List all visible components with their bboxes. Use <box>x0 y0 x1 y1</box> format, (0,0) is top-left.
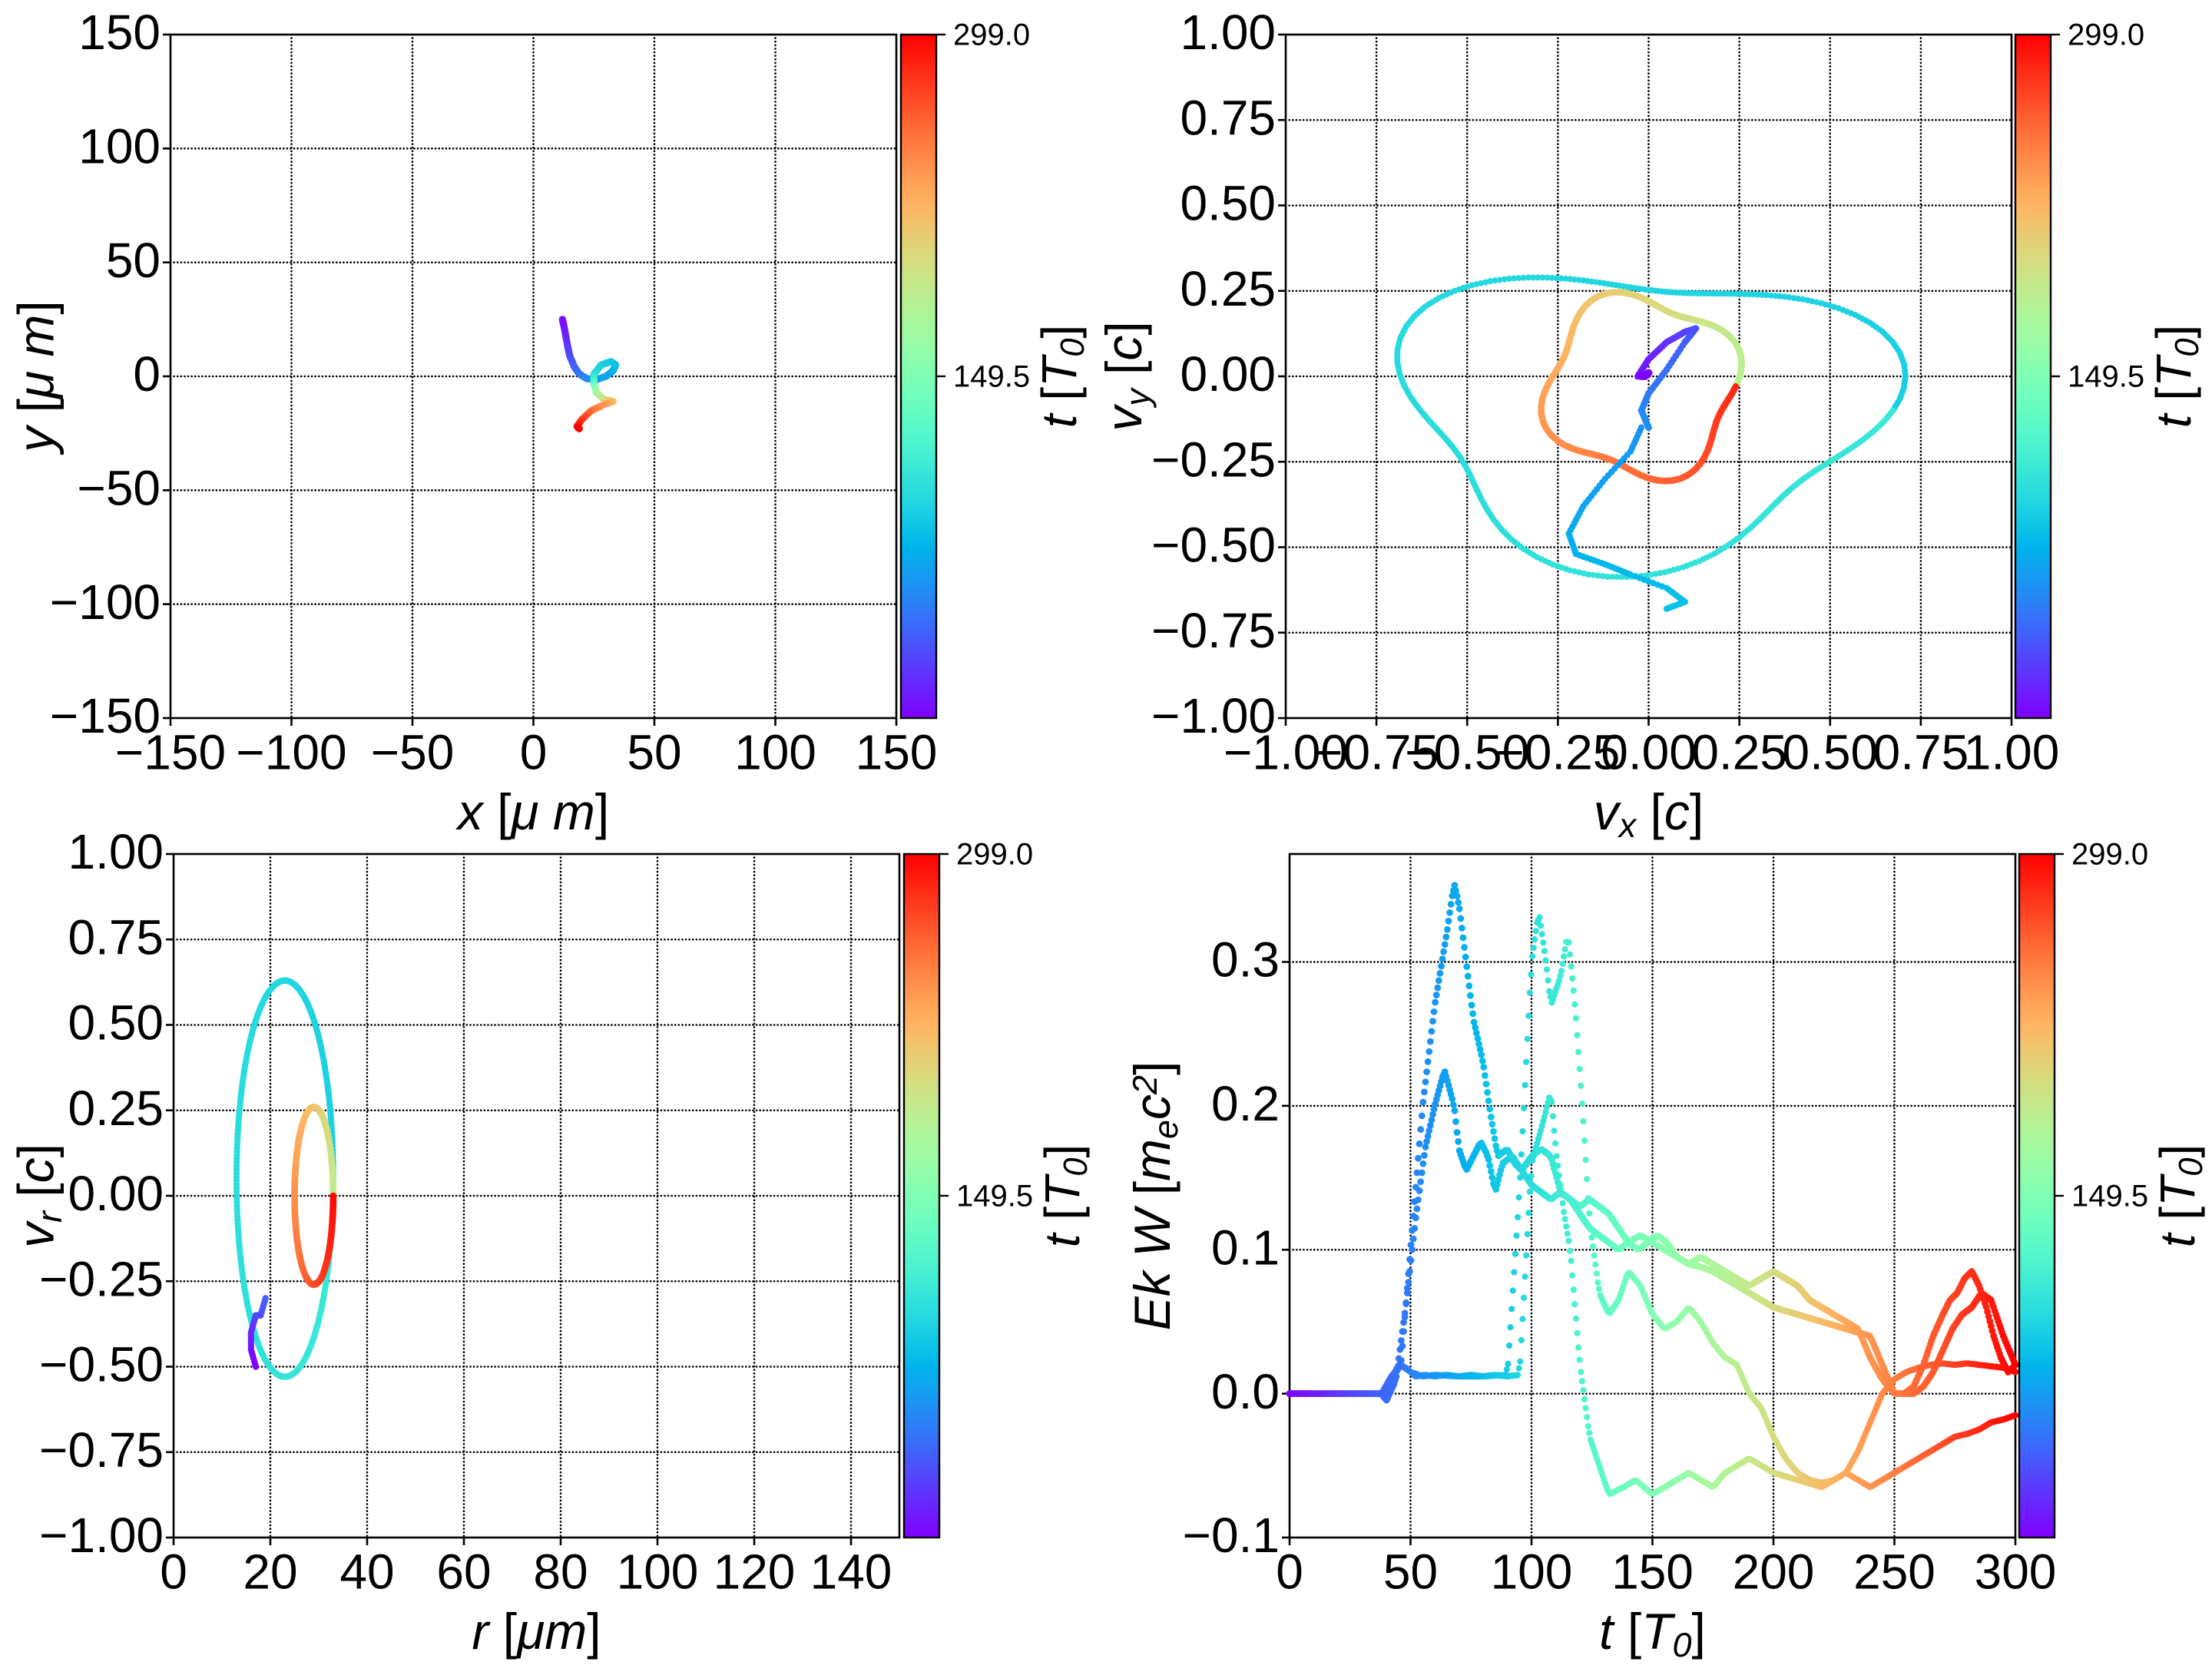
svg-text:299.0: 299.0 <box>2068 18 2144 52</box>
svg-text:1.00: 1.00 <box>1180 5 1276 60</box>
svg-text:20: 20 <box>243 1544 297 1600</box>
svg-text:40: 40 <box>339 1544 394 1600</box>
svg-text:299.0: 299.0 <box>953 18 1030 52</box>
svg-text:149.5: 149.5 <box>953 360 1030 394</box>
svg-text:0.3: 0.3 <box>1211 932 1280 988</box>
svg-text:vx [c]: vx [c] <box>1594 783 1704 845</box>
svg-text:149.5: 149.5 <box>956 1180 1033 1213</box>
svg-text:0.75: 0.75 <box>1873 725 1969 780</box>
svg-text:0.2: 0.2 <box>1211 1076 1280 1131</box>
svg-text:0.75: 0.75 <box>68 909 164 965</box>
svg-text:vr [c]: vr [c] <box>7 1144 68 1248</box>
svg-text:0.50: 0.50 <box>1180 176 1276 231</box>
svg-text:0.00: 0.00 <box>68 1166 164 1221</box>
svg-text:150: 150 <box>1611 1544 1694 1600</box>
svg-text:1.00: 1.00 <box>68 824 164 879</box>
svg-text:50: 50 <box>627 725 681 780</box>
svg-text:−100: −100 <box>50 574 161 630</box>
svg-text:Ek W [mec2]: Ek W [mec2] <box>1124 1061 1185 1331</box>
svg-text:60: 60 <box>436 1544 491 1600</box>
svg-text:0.00: 0.00 <box>1180 346 1276 402</box>
svg-text:y [μ m]: y [μ m] <box>7 300 64 455</box>
svg-text:200: 200 <box>1733 1544 1815 1600</box>
svg-text:−0.50: −0.50 <box>1151 518 1276 573</box>
svg-text:0: 0 <box>133 346 161 402</box>
svg-text:−50: −50 <box>371 725 455 780</box>
svg-text:0.75: 0.75 <box>1180 90 1276 145</box>
svg-text:100: 100 <box>734 725 816 780</box>
svg-text:0.25: 0.25 <box>1691 725 1787 780</box>
svg-text:150: 150 <box>78 5 161 60</box>
svg-text:0.00: 0.00 <box>1601 725 1697 780</box>
svg-text:0.25: 0.25 <box>1180 261 1276 316</box>
svg-text:0.1: 0.1 <box>1211 1220 1280 1275</box>
svg-text:150: 150 <box>856 725 938 780</box>
svg-text:−150: −150 <box>50 688 161 743</box>
svg-text:0.50: 0.50 <box>68 995 164 1051</box>
svg-text:vy [c]: vy [c] <box>1095 321 1157 431</box>
svg-text:−1.00: −1.00 <box>1151 688 1276 743</box>
svg-text:250: 250 <box>1853 1544 1936 1600</box>
svg-text:299.0: 299.0 <box>956 838 1033 872</box>
svg-text:−50: −50 <box>77 461 161 516</box>
svg-text:0: 0 <box>1276 1544 1303 1600</box>
svg-text:140: 140 <box>810 1544 892 1600</box>
svg-text:−1.00: −1.00 <box>39 1508 164 1563</box>
svg-text:0: 0 <box>160 1544 187 1600</box>
svg-text:0.50: 0.50 <box>1782 725 1878 780</box>
svg-text:149.5: 149.5 <box>2071 1180 2148 1213</box>
svg-text:120: 120 <box>714 1544 796 1600</box>
svg-text:−0.50: −0.50 <box>39 1337 164 1392</box>
svg-text:x [μ m]: x [μ m] <box>455 783 610 840</box>
svg-text:−0.75: −0.75 <box>1151 603 1276 658</box>
svg-text:299.0: 299.0 <box>2071 838 2148 872</box>
svg-text:−0.25: −0.25 <box>1151 432 1276 487</box>
svg-text:r [μm]: r [μm] <box>472 1603 601 1660</box>
svg-text:100: 100 <box>78 119 161 174</box>
svg-text:300: 300 <box>1975 1544 2057 1600</box>
svg-text:−0.1: −0.1 <box>1183 1508 1280 1563</box>
svg-text:149.5: 149.5 <box>2068 360 2144 394</box>
svg-text:0.25: 0.25 <box>68 1081 164 1136</box>
svg-text:100: 100 <box>617 1544 699 1600</box>
svg-text:1.00: 1.00 <box>1964 725 2060 780</box>
svg-text:0.0: 0.0 <box>1211 1364 1280 1419</box>
svg-text:50: 50 <box>106 233 161 288</box>
svg-text:0: 0 <box>520 725 548 780</box>
svg-text:80: 80 <box>533 1544 588 1600</box>
svg-text:−0.75: −0.75 <box>39 1422 164 1478</box>
svg-text:100: 100 <box>1491 1544 1573 1600</box>
svg-text:50: 50 <box>1383 1544 1438 1600</box>
svg-text:−100: −100 <box>236 725 346 780</box>
svg-text:−0.25: −0.25 <box>39 1251 164 1306</box>
